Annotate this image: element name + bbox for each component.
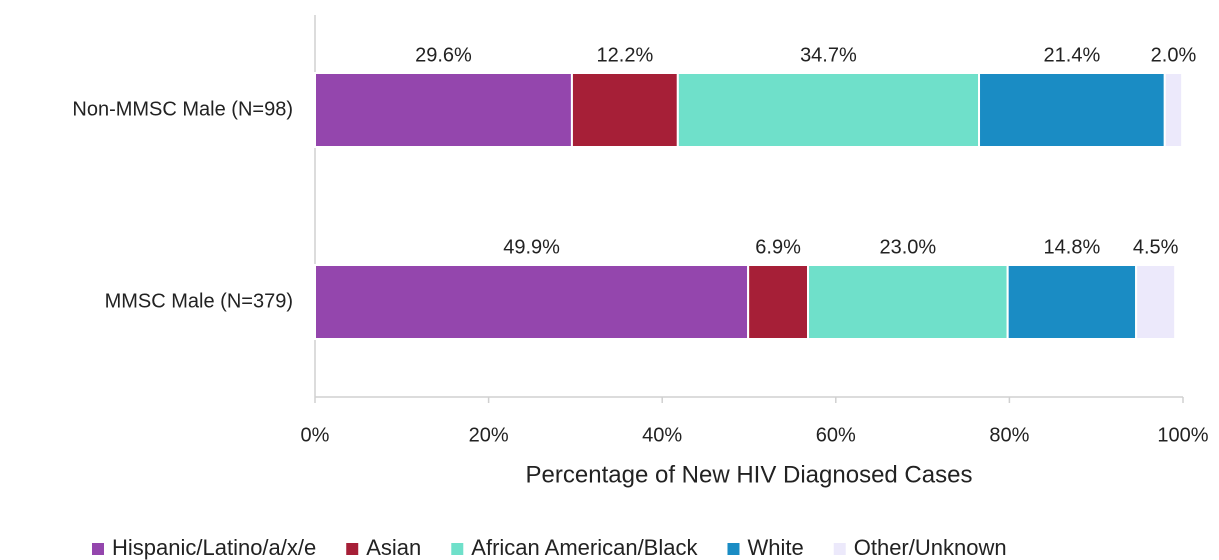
legend-swatch: [833, 543, 846, 555]
y-tick-label: MMSC Male (N=379): [105, 290, 293, 312]
bar-segment: [676, 72, 981, 148]
x-tick-label: 0%: [301, 424, 330, 446]
data-label: 12.2%: [597, 44, 654, 66]
bar-segment: [314, 72, 573, 148]
legend-swatch: [92, 543, 104, 555]
bar-segment: [570, 72, 679, 148]
x-tick-label: 80%: [989, 424, 1029, 446]
legend-swatch: [727, 543, 740, 555]
data-label: 23.0%: [879, 236, 936, 258]
x-tick-label: 20%: [469, 424, 509, 446]
data-label: 6.9%: [755, 236, 801, 258]
bar-segment: [1135, 264, 1177, 340]
data-label: 49.9%: [503, 236, 560, 258]
legend-label: Asian: [366, 535, 421, 560]
legend-swatch: [346, 543, 359, 555]
legend-label: African American/Black: [471, 535, 698, 560]
x-tick-label: 40%: [642, 424, 682, 446]
y-tick-label: Non-MMSC Male (N=98): [72, 98, 293, 120]
x-tick-label: 60%: [816, 424, 856, 446]
data-label: 2.0%: [1151, 44, 1197, 66]
bar-segment: [807, 264, 1009, 340]
data-label: 4.5%: [1133, 236, 1179, 258]
data-label: 29.6%: [415, 44, 472, 66]
bar-segment: [1006, 264, 1138, 340]
bar-segment: [1163, 72, 1184, 148]
data-label: 14.8%: [1044, 236, 1101, 258]
bar-segment: [314, 264, 750, 340]
legend-label: Other/Unknown: [854, 535, 1007, 560]
legend-label: Hispanic/Latino/a/x/e: [112, 535, 316, 560]
data-label: 34.7%: [800, 44, 857, 66]
bar-segment: [747, 264, 810, 340]
x-tick-label: 100%: [1157, 424, 1208, 446]
legend-label: White: [747, 535, 803, 560]
legend-swatch: [451, 543, 464, 555]
x-axis-label: Percentage of New HIV Diagnosed Cases: [526, 461, 973, 488]
bar-segment: [978, 72, 1166, 148]
data-label: 21.4%: [1044, 44, 1101, 66]
